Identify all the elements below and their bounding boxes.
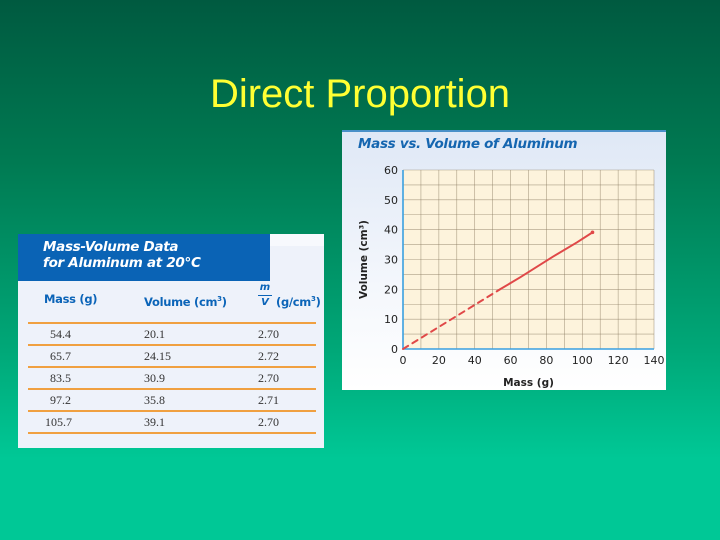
x-tick-label: 120	[608, 354, 629, 367]
x-tick-label: 140	[644, 354, 665, 367]
cell-ratio: 2.70	[258, 415, 279, 429]
cell-volume: 30.9	[144, 371, 165, 385]
table-title-line1: Mass-Volume Data	[43, 239, 179, 255]
column-header-ratio-unit: (g/cm3)	[276, 294, 321, 309]
row-divider	[28, 388, 316, 390]
y-tick-label: 50	[384, 194, 398, 207]
x-tick-label: 100	[572, 354, 593, 367]
data-point	[590, 230, 595, 235]
column-header-ratio-fraction: m V	[258, 282, 272, 308]
y-tick-label: 30	[384, 254, 398, 267]
cell-ratio: 2.70	[258, 371, 279, 385]
table-title-band: Mass-Volume Data for Aluminum at 20°C	[18, 234, 270, 281]
y-tick-label: 40	[384, 224, 398, 237]
cell-mass: 105.7	[45, 415, 72, 429]
cell-mass: 97.2	[50, 393, 71, 407]
x-tick-label: 0	[400, 354, 407, 367]
cell-ratio: 2.70	[258, 327, 279, 341]
slide-title: Direct Proportion	[209, 72, 511, 116]
x-tick-label: 80	[539, 354, 553, 367]
cell-mass: 65.7	[50, 349, 71, 363]
row-divider	[28, 432, 316, 434]
y-tick-label: 0	[391, 343, 398, 356]
x-tick-label: 60	[504, 354, 518, 367]
cell-ratio: 2.71	[258, 393, 279, 407]
x-axis-label: Mass (g)	[503, 377, 554, 389]
x-tick-label: 20	[432, 354, 446, 367]
x-tick-label: 40	[468, 354, 482, 367]
cell-ratio: 2.72	[258, 349, 279, 363]
y-tick-label: 20	[384, 283, 398, 296]
mass-volume-table: Mass-Volume Data for Aluminum at 20°C Ma…	[18, 234, 324, 448]
chart-panel: Mass vs. Volume of Aluminum 0 10 20 30 40 50 6…	[342, 130, 666, 390]
y-tick-label: 60	[384, 164, 398, 177]
y-axis-label: Volume (cm³)	[358, 220, 370, 299]
cell-volume: 24.15	[144, 349, 171, 363]
cell-volume: 20.1	[144, 327, 165, 341]
column-header-volume: Volume (cm3)	[144, 294, 227, 309]
row-divider	[28, 366, 316, 368]
chart-title: Mass vs. Volume of Aluminum	[358, 136, 578, 152]
line-chart: 0 10 20 30 40 50 60 0 20 40 60 80 100 120 140 Mass (g) V…	[358, 164, 665, 389]
column-header-mass: Mass (g)	[44, 292, 98, 306]
row-divider	[28, 322, 316, 324]
data-line	[499, 231, 594, 291]
row-divider	[28, 344, 316, 346]
cell-mass: 54.4	[50, 327, 71, 341]
table-header-strip	[270, 234, 324, 246]
cell-volume: 35.8	[144, 393, 165, 407]
cell-mass: 83.5	[50, 371, 71, 385]
y-tick-label: 10	[384, 313, 398, 326]
cell-volume: 39.1	[144, 415, 165, 429]
extrapolated-line	[402, 288, 502, 350]
row-divider	[28, 410, 316, 412]
table-title-line2: for Aluminum at 20°C	[43, 255, 201, 271]
